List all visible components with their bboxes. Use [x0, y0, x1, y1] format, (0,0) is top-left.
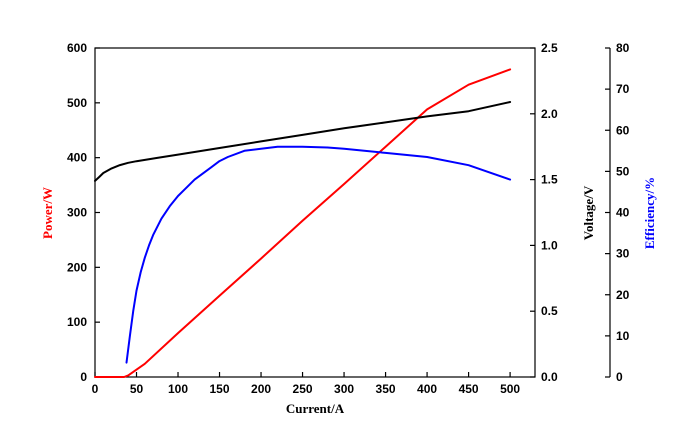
x-tick-label: 500 [500, 382, 520, 396]
x-axis-title: Current/A [286, 401, 345, 416]
power-tick-label: 100 [67, 315, 87, 329]
x-tick-label: 300 [334, 382, 354, 396]
efficiency-tick-label: 10 [616, 329, 630, 343]
efficiency-tick-label: 20 [616, 288, 630, 302]
efficiency-tick-label: 30 [616, 247, 630, 261]
voltage-tick-label: 0.0 [541, 370, 558, 384]
series-layer [94, 68, 512, 378]
x-tick-label: 150 [210, 382, 230, 396]
efficiency-axis-title: Efficiency/% [642, 177, 657, 249]
efficiency-tick-label: 80 [616, 41, 630, 55]
efficiency-tick-label: 70 [616, 82, 630, 96]
efficiency-tick-label: 60 [616, 123, 630, 137]
voltage-series-line [94, 101, 512, 182]
power-axis-ticks: 0 100 200 300 400 500 600 [67, 41, 100, 384]
efficiency-tick-label: 0 [616, 370, 623, 384]
power-tick-label: 0 [80, 370, 87, 384]
x-tick-label: 400 [417, 382, 437, 396]
x-tick-label: 200 [251, 382, 271, 396]
voltage-tick-label: 2.0 [541, 107, 558, 121]
voltage-axis-ticks: 0.0 0.5 1.0 1.5 2.0 2.5 [530, 41, 558, 384]
voltage-tick-label: 0.5 [541, 304, 558, 318]
x-tick-label: 250 [293, 382, 313, 396]
x-tick-label: 100 [168, 382, 188, 396]
power-tick-label: 500 [67, 96, 87, 110]
power-tick-label: 400 [67, 151, 87, 165]
x-tick-label: 50 [130, 382, 144, 396]
power-tick-label: 200 [67, 260, 87, 274]
efficiency-tick-label: 40 [616, 206, 630, 220]
x-tick-label: 450 [459, 382, 479, 396]
x-tick-label: 350 [376, 382, 396, 396]
voltage-tick-label: 2.5 [541, 41, 558, 55]
efficiency-tick-label: 50 [616, 164, 630, 178]
voltage-axis-title: Voltage/V [581, 185, 596, 240]
power-axis-title: Power/W [40, 187, 55, 239]
power-tick-label: 600 [67, 41, 87, 55]
voltage-tick-label: 1.5 [541, 173, 558, 187]
power-series-line [94, 68, 512, 378]
voltage-tick-label: 1.0 [541, 238, 558, 252]
efficiency-axis-ticks: 0 10 20 30 40 50 60 70 80 [605, 41, 630, 384]
power-tick-label: 300 [67, 206, 87, 220]
x-axis-ticks: 0 50 100 150 200 250 300 350 400 450 500 [92, 372, 520, 396]
efficiency-series-line [125, 145, 512, 364]
x-tick-label: 0 [92, 382, 99, 396]
